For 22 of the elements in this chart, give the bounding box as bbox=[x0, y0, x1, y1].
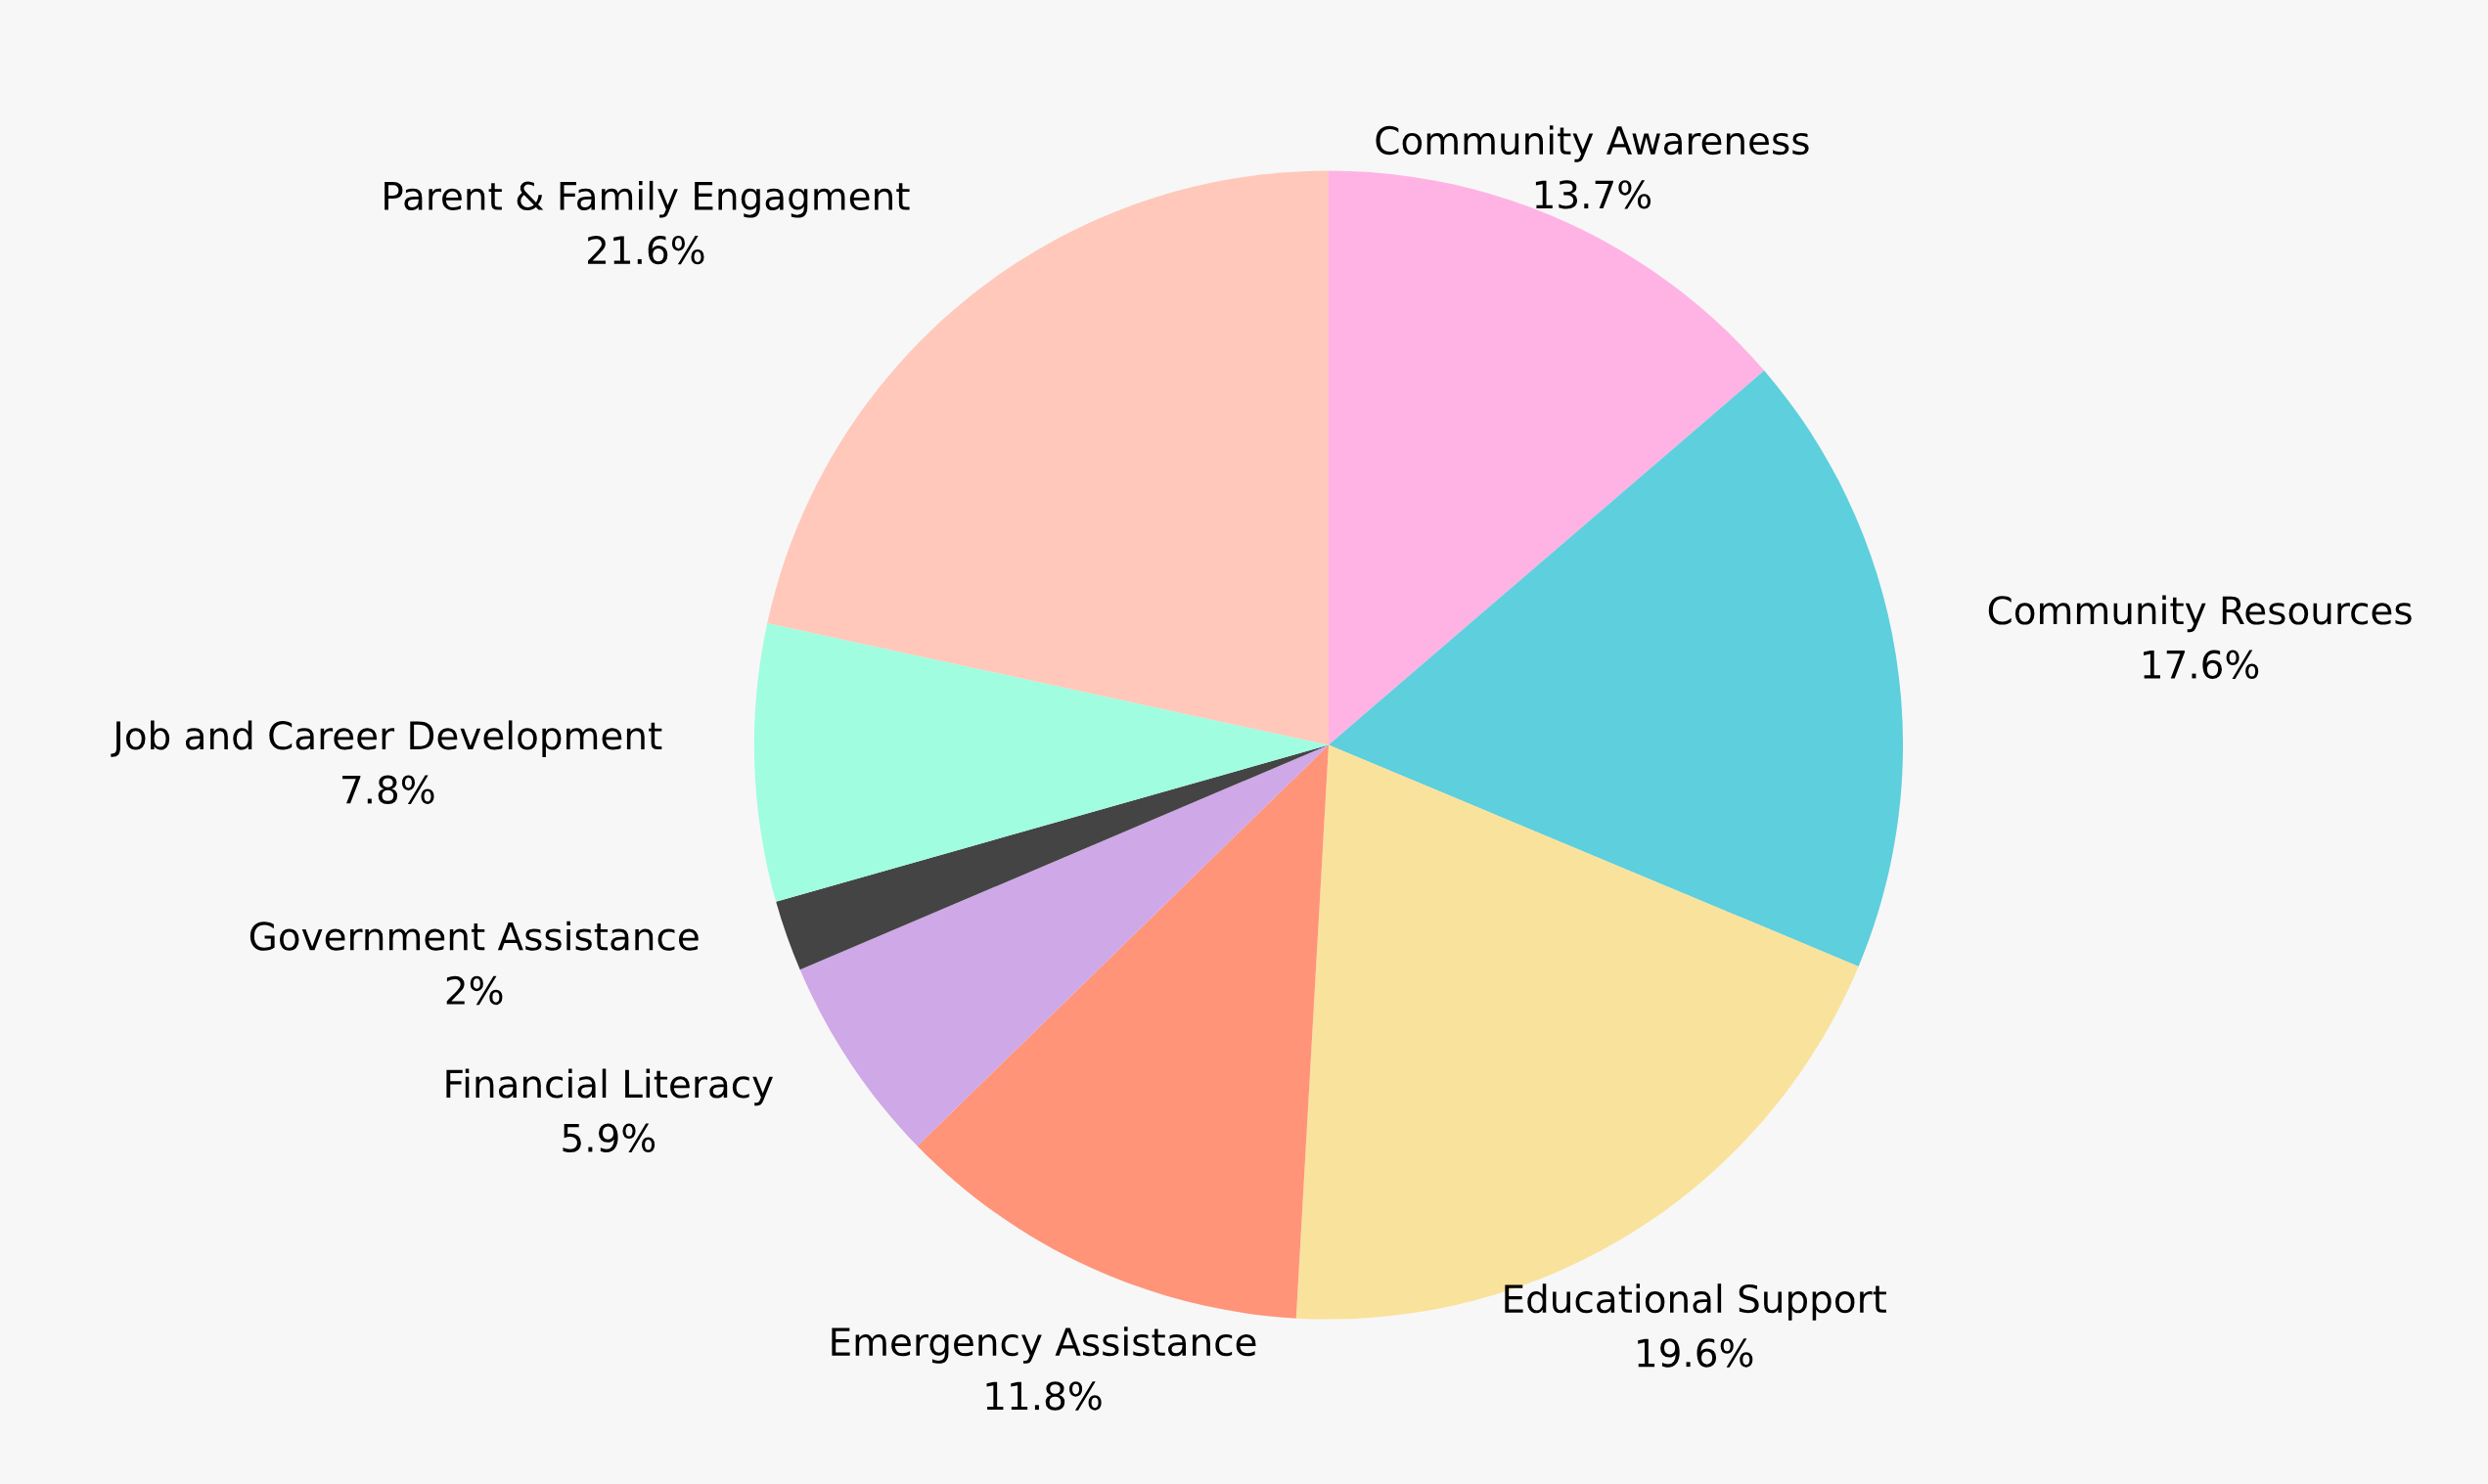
data-label: 19.6% bbox=[1638, 1338, 1753, 1368]
pie-slice bbox=[917, 744, 1329, 1319]
data-label: 11.8% bbox=[986, 1381, 1102, 1411]
pie-slice bbox=[753, 623, 1329, 902]
slice-label: Financial Literacy bbox=[446, 1068, 773, 1106]
slice-label: Job and Career Development bbox=[111, 720, 662, 758]
slice-label: Emergency Assistance bbox=[832, 1327, 1256, 1364]
slice-label: Community Resources bbox=[1988, 595, 2412, 633]
slice-label: Government Assistance bbox=[249, 921, 699, 951]
data-label: 17.6% bbox=[2144, 650, 2259, 679]
slice-label: Educational Support bbox=[1505, 1283, 1886, 1321]
pie-slice bbox=[1328, 370, 1903, 967]
slice-label: Community Awareness bbox=[1376, 125, 1809, 162]
slice-label: Parent & Family Engagment bbox=[385, 180, 910, 218]
pie-slice bbox=[776, 744, 1329, 970]
data-label: 13.7% bbox=[1535, 180, 1651, 209]
data-label: 21.6% bbox=[588, 235, 704, 265]
data-label: 2% bbox=[446, 975, 503, 1006]
pie-slice bbox=[799, 744, 1329, 1147]
data-label: 5.9% bbox=[563, 1123, 656, 1152]
data-label: 7.8% bbox=[342, 775, 434, 804]
pie-slice bbox=[1328, 170, 1765, 745]
